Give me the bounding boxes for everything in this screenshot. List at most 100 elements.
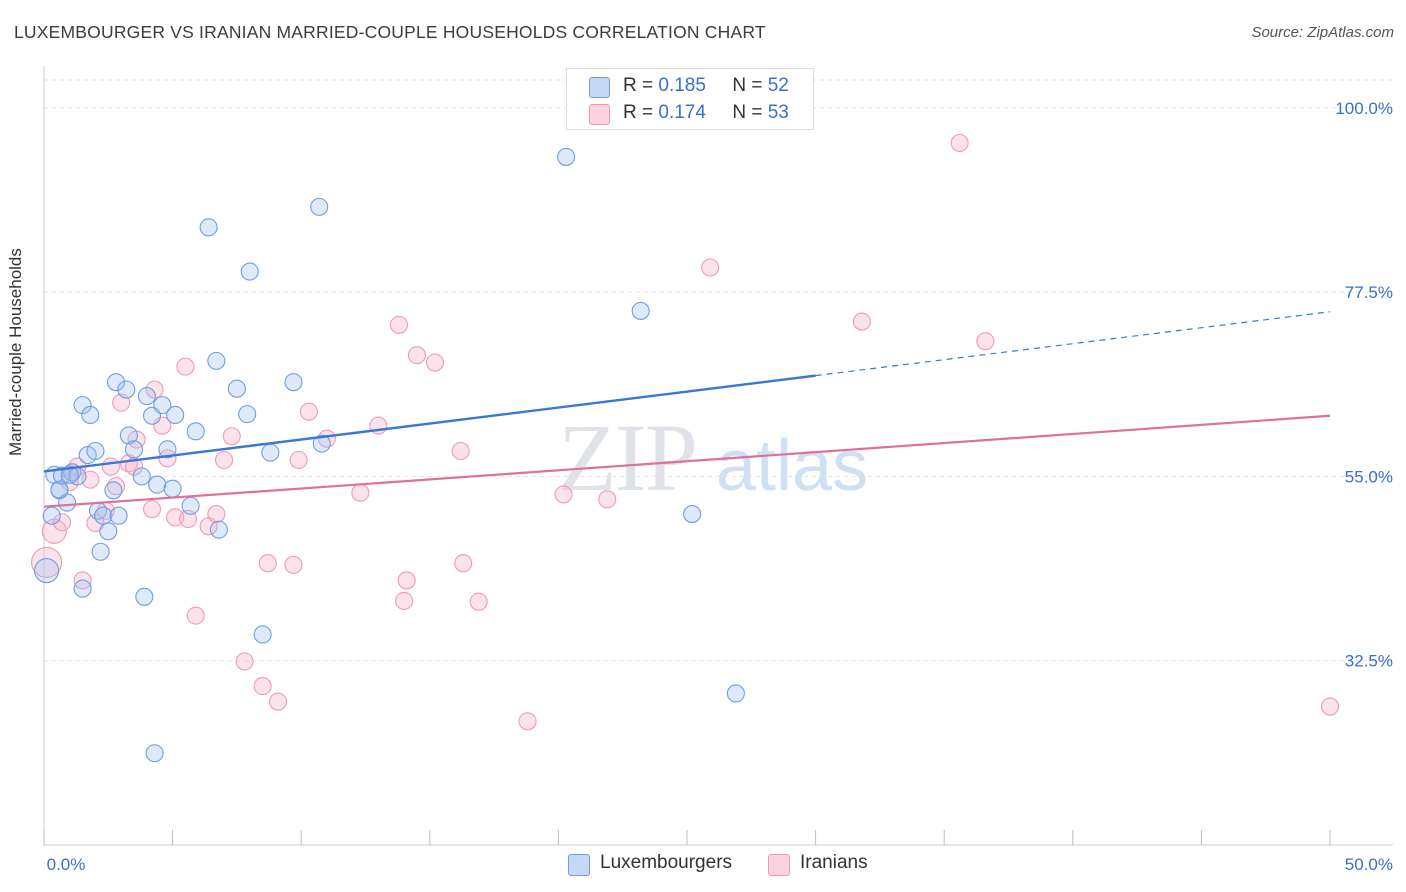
- bottom-legend-label-iranians: Iranians: [800, 852, 868, 873]
- point-iranians: [52, 513, 72, 532]
- point-luxembourgers: [132, 467, 151, 486]
- point-iranians: [258, 554, 277, 573]
- point-iranians: [451, 441, 470, 461]
- watermark-atlas: atlas: [716, 426, 868, 506]
- point-luxembourgers: [91, 542, 110, 561]
- point-iranians: [289, 450, 308, 470]
- legend-n-value: 52: [767, 75, 789, 96]
- point-iranians: [425, 353, 444, 372]
- point-iranians: [284, 555, 303, 574]
- point-iranians: [469, 592, 488, 611]
- x-tick-label: 0.0%: [47, 855, 86, 874]
- y-tick-label: 55.0%: [1345, 467, 1393, 486]
- point-iranians: [518, 712, 537, 731]
- point-luxembourgers: [253, 625, 272, 644]
- point-iranians: [852, 312, 871, 331]
- y-axis-label: Married-couple Households: [6, 248, 25, 456]
- point-iranians: [176, 357, 195, 376]
- point-luxembourgers: [104, 481, 123, 500]
- point-luxembourgers: [137, 387, 156, 406]
- point-luxembourgers: [186, 422, 205, 441]
- point-luxembourgers: [261, 443, 280, 462]
- point-luxembourgers: [312, 434, 331, 453]
- point-luxembourgers: [119, 426, 138, 445]
- point-luxembourgers: [209, 520, 228, 539]
- point-luxembourgers: [42, 506, 61, 525]
- point-iranians: [145, 380, 164, 399]
- point-luxembourgers: [124, 440, 144, 459]
- point-luxembourgers: [683, 505, 702, 524]
- point-luxembourgers: [166, 405, 185, 424]
- point-luxembourgers: [207, 351, 226, 370]
- y-tick-label: 32.5%: [1345, 652, 1393, 671]
- point-iranians: [235, 652, 254, 671]
- point-iranians: [269, 692, 288, 711]
- point-luxembourgers: [109, 506, 128, 525]
- point-iranians: [598, 490, 617, 509]
- point-luxembourgers: [726, 684, 745, 703]
- point-iranians: [119, 454, 138, 473]
- trendline-luxembourgers-extension: [815, 311, 1331, 377]
- trendline-luxembourgers: [43, 374, 816, 473]
- point-iranians: [554, 485, 573, 504]
- point-luxembourgers: [34, 558, 60, 584]
- point-luxembourgers: [310, 197, 329, 216]
- point-iranians: [395, 591, 414, 610]
- legend-n-label: N =: [732, 75, 763, 96]
- point-iranians: [186, 606, 205, 625]
- point-luxembourgers: [81, 405, 100, 424]
- point-iranians: [31, 546, 63, 578]
- point-luxembourgers: [73, 579, 92, 598]
- legend-swatch-luxembourgers: [589, 77, 610, 98]
- watermark-zip: ZIP: [558, 404, 696, 511]
- point-luxembourgers: [52, 466, 72, 485]
- legend-r-value: 0.185: [658, 75, 706, 96]
- point-iranians: [976, 332, 995, 351]
- legend-r-label: R =: [623, 75, 654, 96]
- point-iranians: [454, 554, 473, 573]
- point-luxembourgers: [631, 301, 650, 320]
- point-luxembourgers: [181, 496, 200, 515]
- point-iranians: [351, 483, 370, 502]
- point-luxembourgers: [153, 396, 172, 415]
- point-luxembourgers: [284, 373, 303, 392]
- point-iranians: [397, 571, 416, 590]
- point-iranians: [389, 315, 408, 334]
- point-iranians: [253, 677, 272, 696]
- chart-title: LUXEMBOURGER VS IRANIAN MARRIED-COUPLE H…: [14, 22, 766, 42]
- x-tick-label: 50.0%: [1345, 855, 1393, 874]
- point-luxembourgers: [557, 147, 576, 166]
- bottom-legend-swatch-iranians: [768, 854, 790, 876]
- legend-n-label: N =: [732, 102, 763, 123]
- point-luxembourgers: [94, 506, 113, 525]
- point-luxembourgers: [145, 744, 164, 763]
- point-luxembourgers: [50, 480, 69, 499]
- point-iranians: [317, 429, 336, 448]
- point-luxembourgers: [199, 218, 218, 237]
- point-iranians: [214, 450, 234, 470]
- legend-n-value: 53: [767, 102, 789, 123]
- point-iranians: [142, 500, 162, 519]
- legend-swatch-iranians: [589, 104, 610, 125]
- point-iranians: [1320, 697, 1340, 716]
- point-iranians: [701, 258, 720, 277]
- y-tick-label: 77.5%: [1345, 283, 1393, 302]
- point-iranians: [207, 505, 226, 524]
- point-luxembourgers: [240, 262, 259, 281]
- point-luxembourgers: [106, 373, 126, 392]
- point-luxembourgers: [73, 396, 92, 415]
- trendline-iranians: [43, 414, 1331, 508]
- point-iranians: [101, 457, 120, 476]
- legend-r-label: R =: [623, 102, 654, 123]
- point-iranians: [222, 427, 241, 446]
- source-credit: Source: ZipAtlas.com: [1251, 24, 1394, 41]
- point-luxembourgers: [158, 440, 177, 459]
- point-iranians: [299, 402, 318, 421]
- point-iranians: [407, 346, 426, 365]
- bottom-legend-label-luxembourgers: Luxembourgers: [600, 852, 733, 873]
- y-tick-label: 100.0%: [1335, 99, 1393, 118]
- point-luxembourgers: [148, 475, 167, 494]
- bottom-legend-swatch-luxembourgers: [568, 854, 590, 876]
- legend-r-value: 0.174: [658, 102, 706, 123]
